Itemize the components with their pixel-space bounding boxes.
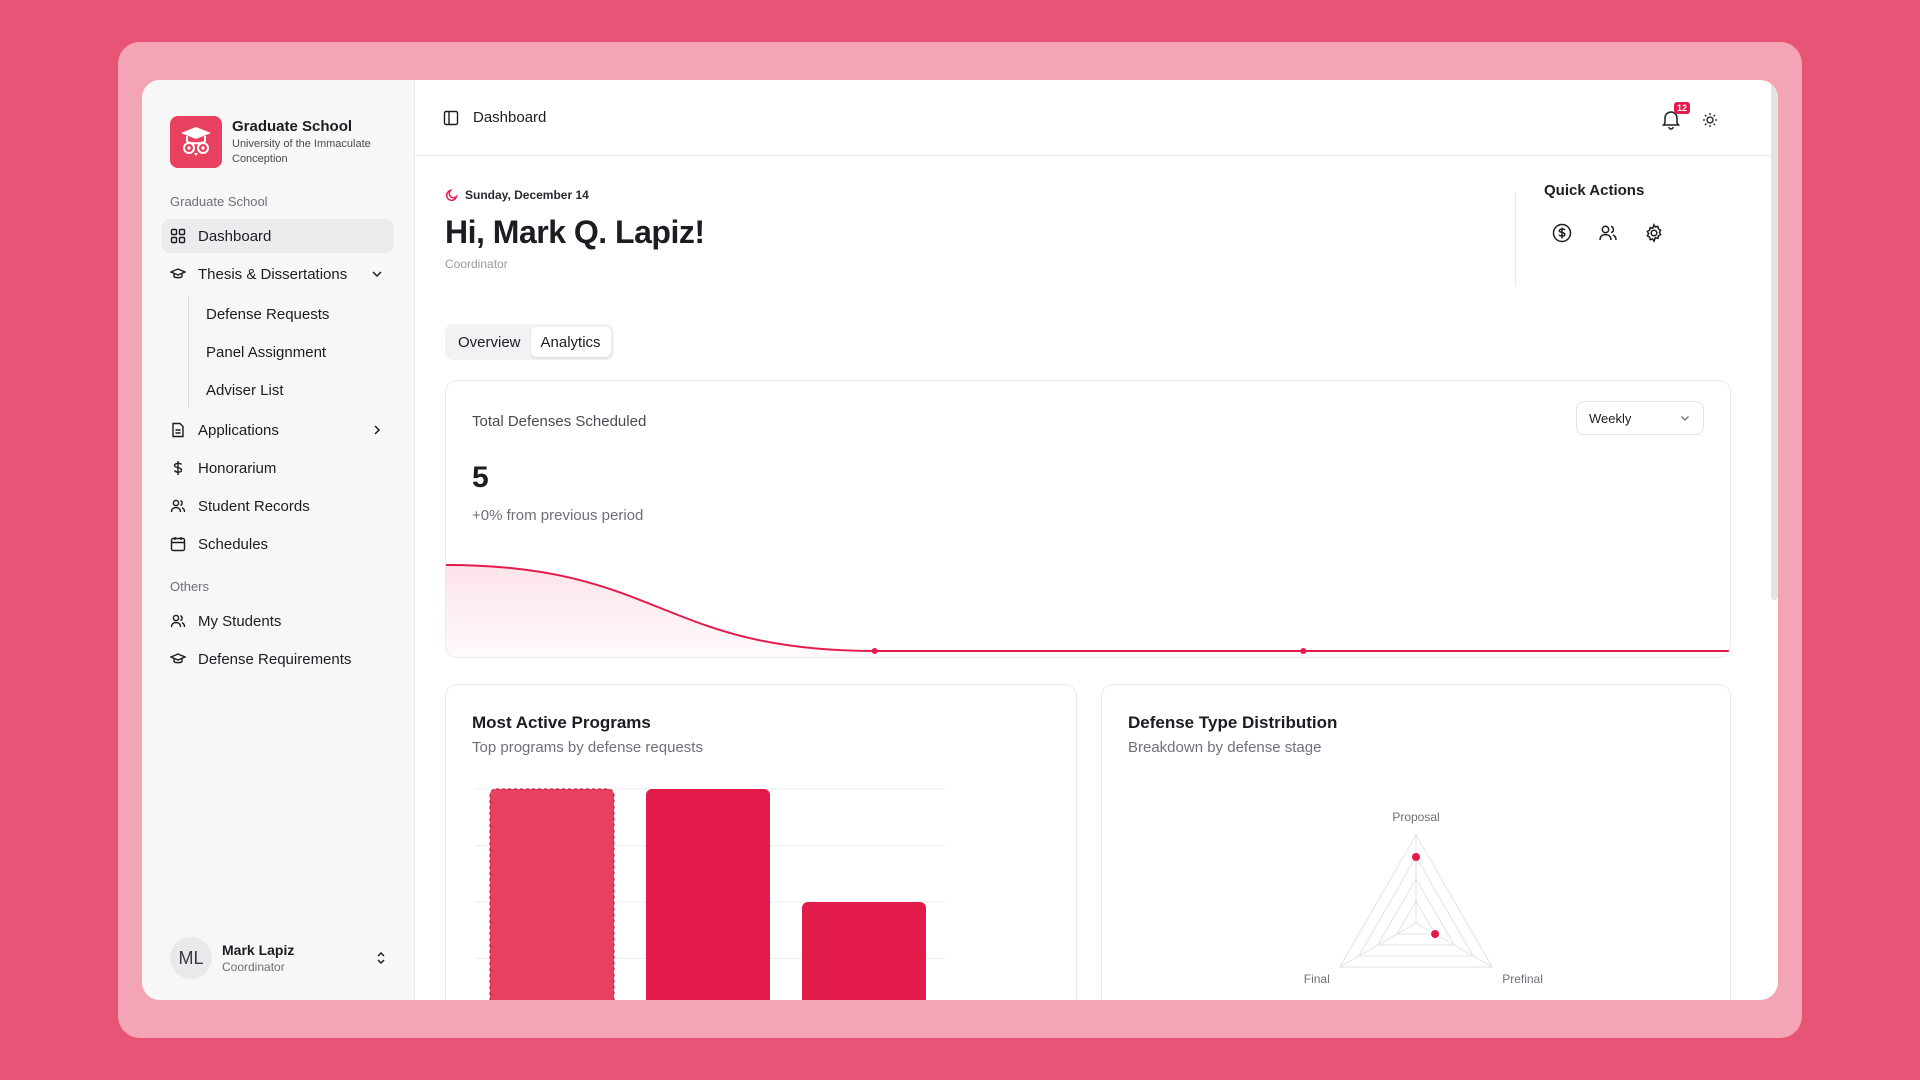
area-fill [446, 565, 1730, 657]
file-icon [172, 422, 184, 438]
programs-bar-chart [476, 788, 946, 1000]
card-label: Total Defenses Scheduled [472, 413, 647, 430]
card-subtitle: Top programs by defense requests [472, 739, 703, 756]
scrollbar[interactable] [1771, 80, 1778, 600]
sidebar-item-schedules[interactable]: Schedules [162, 527, 394, 561]
quick-actions-title: Quick Actions [1544, 182, 1645, 199]
users-icon [170, 499, 186, 513]
radar-axis [1415, 922, 1493, 968]
chevron-down-icon [1681, 416, 1689, 421]
section-label-main: Graduate School [170, 194, 268, 209]
card-title: Most Active Programs [472, 713, 651, 732]
users-icon [170, 614, 186, 628]
card-subtitle: Breakdown by defense stage [1128, 739, 1322, 756]
sidebar-subitem-panel-assignment[interactable]: Panel Assignment [206, 343, 327, 361]
total-defenses-card: Total Defenses Scheduled Weekly 5 +0% fr… [445, 380, 1731, 658]
users-icon[interactable] [1598, 223, 1618, 243]
radar-label: Final [1304, 972, 1330, 986]
sidebar-item-thesis[interactable]: Thesis & Dissertations [162, 257, 394, 291]
radar-point[interactable] [1431, 930, 1440, 938]
bell-icon [1662, 111, 1680, 130]
sidebar-subitem-defense-requests[interactable]: Defense Requests [206, 305, 330, 323]
chevron-down-icon[interactable] [370, 267, 384, 281]
sidebar-subitem-adviser-list[interactable]: Adviser List [206, 381, 284, 399]
sidebar-item-honorarium[interactable]: Honorarium [162, 451, 394, 485]
sidebar-item-label: Student Records [198, 497, 310, 515]
sidebar-item-label: Thesis & Dissertations [198, 265, 348, 283]
topbar: Dashboard 12 [415, 80, 1778, 156]
chevron-right-icon[interactable] [370, 423, 384, 437]
dollar-icon [173, 461, 183, 475]
greeting: Sunday, December 14 Hi, Mark Q. Lapiz! C… [445, 188, 705, 271]
sidebar-item-label: Schedules [198, 535, 269, 553]
notification-badge: 12 [1673, 102, 1690, 114]
brand-subtitle: University of the Immaculate Conception [232, 137, 371, 165]
defense-radar-chart: Proposal Prefinal Final [1304, 810, 1543, 986]
current-date: Sunday, December 14 [465, 188, 589, 202]
sidebar-item-label: Defense Requirements [198, 650, 352, 668]
sidebar-toggle-icon[interactable] [443, 110, 459, 126]
bar[interactable] [489, 788, 615, 1000]
tab-bar: Overview Analytics [445, 324, 614, 360]
period-select[interactable]: Weekly [1576, 401, 1704, 435]
avatar: ML [170, 937, 212, 979]
owl-logo-icon [170, 116, 222, 168]
sidebar-item-label: My Students [198, 612, 282, 630]
sun-icon[interactable] [1702, 112, 1718, 128]
radar-label: Prefinal [1502, 972, 1543, 986]
gear-icon[interactable] [1644, 223, 1664, 243]
defense-distribution-card: Defense Type Distribution Breakdown by d… [1101, 684, 1731, 1000]
radar-point[interactable] [1412, 853, 1420, 861]
most-active-programs-card: Most Active Programs Top programs by def… [445, 684, 1077, 1000]
sidebar-item-student-records[interactable]: Student Records [162, 489, 394, 523]
radar-axis [1339, 922, 1417, 968]
sidebar-item-label: Honorarium [198, 459, 277, 477]
calendar-icon [170, 537, 186, 552]
brand[interactable]: Graduate School University of the Immacu… [170, 116, 394, 168]
radar-grid [1338, 834, 1494, 968]
user-name: Mark Lapiz [222, 942, 295, 958]
sidebar-item-label: Dashboard [198, 227, 272, 245]
sidebar-item-dashboard[interactable]: Dashboard [162, 219, 394, 253]
radar-grid [1396, 899, 1436, 935]
breadcrumb: Dashboard [473, 109, 547, 126]
app-window: Graduate School University of the Immacu… [142, 80, 1778, 1000]
defenses-area-chart [446, 564, 1730, 657]
sidebar: Graduate School University of the Immacu… [142, 80, 414, 1000]
moon-icon [445, 189, 458, 202]
notifications-button[interactable]: 12 [1660, 102, 1690, 130]
card-title: Defense Type Distribution [1128, 713, 1338, 732]
data-point[interactable] [871, 648, 878, 654]
user-menu[interactable]: ML Mark Lapiz Coordinator [170, 934, 394, 982]
radar-grid [1357, 856, 1475, 957]
user-role: Coordinator [222, 960, 285, 974]
graduation-cap-icon [170, 653, 186, 664]
brand-title: Graduate School [232, 117, 353, 135]
total-value: 5 [472, 461, 489, 494]
period-select-value: Weekly [1589, 410, 1632, 426]
bar[interactable] [646, 789, 770, 1000]
chevrons-up-down-icon [377, 951, 385, 965]
grid-icon [170, 228, 186, 244]
sidebar-item-defense-requirements[interactable]: Defense Requirements [162, 642, 394, 676]
bar[interactable] [802, 902, 926, 1000]
main-content: Dashboard 12 Sunday, December 14 Hi, Mar… [414, 80, 1778, 1000]
thesis-submenu: Defense Requests Panel Assignment Advise… [188, 295, 394, 409]
graduation-cap-icon [170, 268, 186, 279]
dollar-circle-icon[interactable] [1552, 223, 1572, 243]
radar-label: Proposal [1392, 810, 1439, 824]
user-role-caption: Coordinator [445, 257, 508, 271]
sidebar-item-applications[interactable]: Applications [162, 413, 394, 447]
section-label-others: Others [170, 579, 210, 594]
quick-actions: Quick Actions [1515, 182, 1695, 286]
total-delta: +0% from previous period [472, 507, 644, 524]
sidebar-item-my-students[interactable]: My Students [162, 604, 394, 638]
page-title: Hi, Mark Q. Lapiz! [445, 214, 705, 250]
data-point[interactable] [1300, 648, 1307, 654]
radar-grid [1377, 877, 1455, 946]
series-line [446, 564, 1730, 652]
tab-analytics[interactable]: Analytics [530, 327, 611, 357]
tab-overview[interactable]: Overview [458, 333, 521, 351]
sidebar-item-label: Applications [198, 421, 279, 439]
